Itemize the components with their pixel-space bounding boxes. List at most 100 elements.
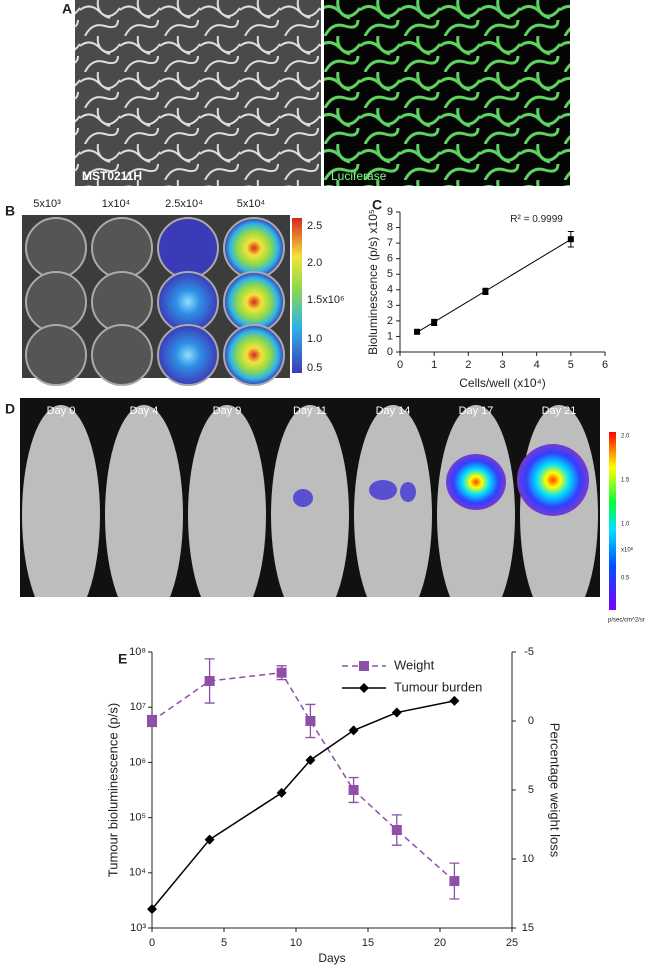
point <box>431 319 438 326</box>
x-tick-label: 0 <box>397 359 403 371</box>
marker <box>449 695 460 706</box>
legend-label: Tumour burden <box>394 679 482 694</box>
day-label: Day 14 <box>376 405 411 417</box>
y2-tick-label: 0 <box>528 715 534 727</box>
x-tick-label: 10 <box>290 937 302 949</box>
y-tick-label: 10⁸ <box>129 646 146 658</box>
y-axis-label: Tumour bioluminescence (p/s) <box>105 703 120 877</box>
y2-tick-label: 10 <box>522 853 534 865</box>
colorbar-label: 1.5x10⁶ <box>307 294 345 306</box>
y-tick-label: 1 <box>387 330 393 342</box>
colorbar-label: 0.5 <box>307 362 322 374</box>
luciferase-texture <box>324 0 570 186</box>
colorbar-unit: p/sec/cm^2/sr <box>608 618 645 624</box>
annotation: R² = 0.9999 <box>510 214 563 225</box>
axes <box>399 212 605 353</box>
column-label: 1x10⁴ <box>102 198 131 210</box>
marker <box>147 904 157 915</box>
point <box>414 328 421 335</box>
marker <box>391 707 402 718</box>
x-tick-label: 2 <box>465 359 471 371</box>
y2-tick-label: -5 <box>524 646 534 658</box>
x-tick-label: 20 <box>434 937 446 949</box>
colorbar-label: 0.5 <box>621 576 630 582</box>
legend-marker <box>359 683 369 693</box>
y-tick-label: 3 <box>387 299 393 311</box>
column-label: 2.5x10⁴ <box>165 198 203 210</box>
panel-label: A <box>62 1 72 17</box>
colorbar-label: 2.5 <box>307 220 322 232</box>
x-tick-label: 15 <box>362 937 374 949</box>
mice <box>22 405 598 597</box>
point <box>567 236 574 243</box>
y-tick-label: 2 <box>387 315 393 327</box>
day-label: Day 11 <box>293 405 327 417</box>
legend-marker <box>359 661 369 671</box>
x-tick-label: 5 <box>568 359 574 371</box>
x-tick-label: 25 <box>506 937 518 949</box>
column-label: 5x10³ <box>33 198 61 210</box>
point <box>482 288 489 295</box>
series-line <box>151 671 455 882</box>
column-label: 5x10⁴ <box>237 198 266 210</box>
x-tick-label: 6 <box>602 359 608 371</box>
y-tick-label: 10⁷ <box>130 701 146 713</box>
x-tick-label: 0 <box>149 937 155 949</box>
y-tick-label: 4 <box>387 284 393 296</box>
y-tick-label: 10³ <box>130 922 146 934</box>
marker <box>305 716 316 726</box>
day-label: Day 0 <box>47 405 76 417</box>
marker <box>391 825 402 836</box>
marker <box>449 876 460 887</box>
panel-label: E <box>118 651 127 667</box>
y-axis-label: Bioluminescence (p/s) x10⁵ <box>366 209 380 355</box>
y-tick-label: 7 <box>387 237 393 249</box>
marker <box>348 725 359 736</box>
marker <box>348 785 359 795</box>
day-label: Day 17 <box>459 405 494 417</box>
y-tick-label: 10⁴ <box>129 867 146 879</box>
colorbar <box>609 432 616 610</box>
y-tick-label: 0 <box>387 346 393 358</box>
phase-texture <box>75 0 321 186</box>
x-tick-label: 3 <box>499 359 505 371</box>
marker <box>204 834 215 845</box>
marker <box>204 675 215 686</box>
x-axis-label: Cells/well (x10⁴) <box>459 376 546 390</box>
day-label: Day 4 <box>130 405 159 417</box>
series-line <box>151 700 455 910</box>
day-label: Day 9 <box>213 405 242 417</box>
y-tick-label: 9 <box>387 206 393 218</box>
day-label: Day 21 <box>542 405 577 417</box>
colorbar-label: 2.0 <box>307 257 322 269</box>
y2-tick-label: 15 <box>522 922 534 934</box>
y-tick-label: 10⁵ <box>129 812 146 824</box>
marker <box>147 716 157 726</box>
wells <box>25 217 285 386</box>
y-tick-label: 6 <box>387 253 393 265</box>
y2-tick-label: 5 <box>528 784 534 796</box>
marker <box>305 755 316 766</box>
colorbar-label: x10⁸ <box>621 547 634 554</box>
trendline <box>416 238 572 333</box>
y-tick-label: 5 <box>387 268 393 280</box>
colorbar-label: 1.0 <box>621 522 630 528</box>
panel-label: C <box>372 197 382 213</box>
y-tick-label: 10⁶ <box>129 756 146 768</box>
marker <box>276 667 287 678</box>
x-axis-label: Days <box>318 951 345 965</box>
colorbar-label: 1.0 <box>307 333 322 345</box>
x-tick-label: 4 <box>534 359 540 371</box>
colorbar <box>292 218 302 373</box>
panel-label: D <box>5 401 15 417</box>
legend-label: Weight <box>394 657 435 672</box>
y-tick-label: 8 <box>387 221 393 233</box>
colorbar-label: 2.0 <box>621 434 630 440</box>
x-tick-label: 5 <box>221 937 227 949</box>
image-label: MST0211H <box>82 169 142 183</box>
image-label: Luciferase <box>331 169 387 183</box>
colorbar-label: 1.5 <box>621 478 630 484</box>
y2-axis-label: Percentage weight loss <box>548 723 563 858</box>
x-tick-label: 1 <box>431 359 437 371</box>
